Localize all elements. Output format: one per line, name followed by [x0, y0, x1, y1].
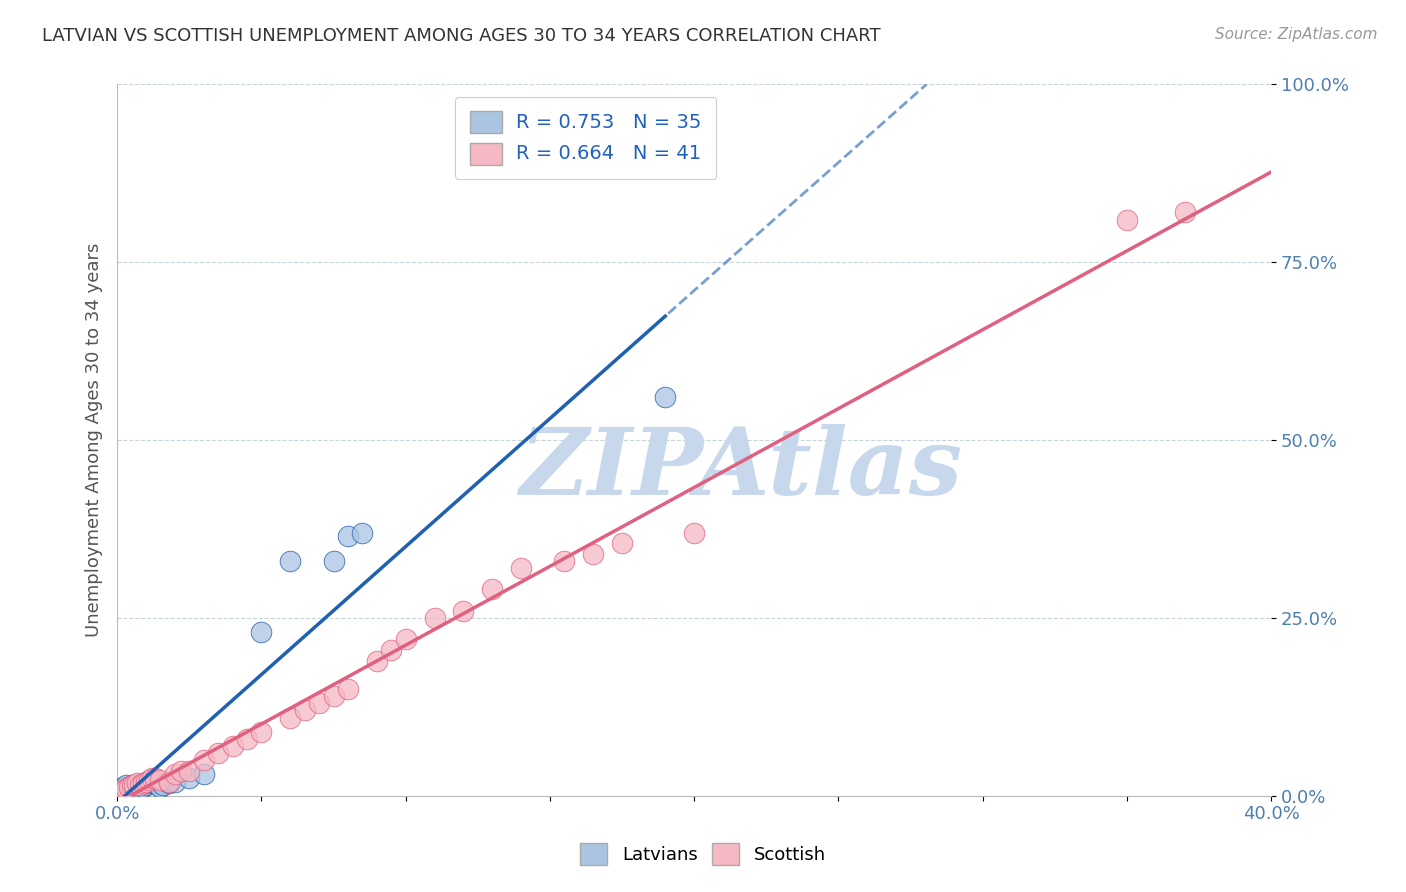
Point — [108, 785, 131, 799]
Point — [163, 774, 186, 789]
Point — [141, 771, 163, 785]
Point — [129, 778, 152, 792]
Point — [169, 764, 191, 778]
Point — [1115, 212, 1137, 227]
Point — [366, 654, 388, 668]
Text: LATVIAN VS SCOTTISH UNEMPLOYMENT AMONG AGES 30 TO 34 YEARS CORRELATION CHART: LATVIAN VS SCOTTISH UNEMPLOYMENT AMONG A… — [42, 27, 880, 45]
Point — [121, 778, 143, 792]
Point — [127, 781, 149, 796]
Point — [127, 776, 149, 790]
Point — [336, 681, 359, 696]
Point — [278, 710, 301, 724]
Point — [207, 746, 229, 760]
Point — [149, 780, 172, 795]
Point — [143, 771, 166, 785]
Point — [115, 781, 138, 796]
Point — [132, 780, 155, 795]
Point — [129, 781, 152, 796]
Point — [143, 776, 166, 790]
Point — [610, 536, 633, 550]
Point — [278, 554, 301, 568]
Point — [395, 632, 418, 647]
Point — [111, 783, 134, 797]
Point — [157, 774, 180, 789]
Point — [294, 703, 316, 717]
Point — [221, 739, 243, 753]
Point — [141, 774, 163, 789]
Point — [135, 774, 157, 789]
Point — [193, 753, 215, 767]
Point — [152, 778, 174, 792]
Point — [1173, 205, 1195, 219]
Point — [510, 561, 533, 575]
Text: ZIPAtlas: ZIPAtlas — [519, 424, 962, 514]
Point — [111, 780, 134, 795]
Legend: Latvians, Scottish: Latvians, Scottish — [571, 834, 835, 874]
Point — [138, 773, 160, 788]
Y-axis label: Unemployment Among Ages 30 to 34 years: Unemployment Among Ages 30 to 34 years — [86, 243, 103, 637]
Point — [146, 778, 169, 792]
Point — [124, 783, 146, 797]
Point — [108, 781, 131, 796]
Point — [380, 643, 402, 657]
Point — [149, 773, 172, 788]
Point — [111, 783, 134, 797]
Point — [481, 582, 503, 597]
Point — [322, 554, 344, 568]
Point — [135, 778, 157, 792]
Point — [132, 776, 155, 790]
Point — [124, 780, 146, 795]
Point — [118, 783, 141, 797]
Point — [138, 776, 160, 790]
Point — [654, 391, 676, 405]
Point — [308, 696, 330, 710]
Point — [115, 778, 138, 792]
Legend: R = 0.753   N = 35, R = 0.664   N = 41: R = 0.753 N = 35, R = 0.664 N = 41 — [456, 97, 716, 179]
Point — [129, 778, 152, 792]
Point — [127, 778, 149, 792]
Point — [124, 778, 146, 792]
Point — [236, 731, 259, 746]
Point — [179, 771, 201, 785]
Point — [108, 785, 131, 799]
Point — [250, 724, 273, 739]
Point — [336, 529, 359, 543]
Point — [250, 625, 273, 640]
Point — [553, 554, 575, 568]
Point — [683, 525, 706, 540]
Point — [352, 525, 374, 540]
Point — [163, 767, 186, 781]
Point — [121, 778, 143, 792]
Point — [121, 781, 143, 796]
Point — [423, 611, 446, 625]
Point — [179, 764, 201, 778]
Point — [135, 774, 157, 789]
Text: Source: ZipAtlas.com: Source: ZipAtlas.com — [1215, 27, 1378, 42]
Point — [193, 767, 215, 781]
Point — [115, 781, 138, 796]
Point — [322, 689, 344, 703]
Point — [157, 776, 180, 790]
Point — [582, 547, 605, 561]
Point — [118, 780, 141, 795]
Point — [453, 604, 475, 618]
Point — [118, 780, 141, 795]
